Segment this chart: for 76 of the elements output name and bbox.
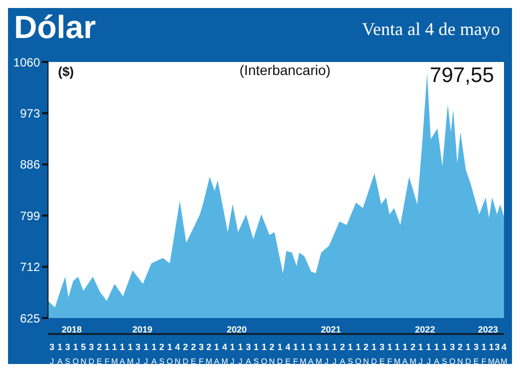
x-tick-label: 2022 <box>415 324 436 334</box>
x2-tick-label: 1 A <box>120 342 126 366</box>
x2-tick-label: 1 J <box>426 342 432 366</box>
x2-tick-label: 2 M <box>206 342 213 366</box>
x2-tick-label: 1 A <box>57 342 64 366</box>
y-tick-label: 886 <box>20 158 40 172</box>
x2-tick-label: 2 E <box>96 342 102 366</box>
x2-tick-label: 1 S <box>253 342 259 366</box>
x2-tick-label: 3 A <box>246 342 252 366</box>
x-tick-label: 2021 <box>320 324 341 334</box>
x2-tick-label: 2 M <box>410 342 417 366</box>
x2-tick-label: 1 J <box>324 342 330 366</box>
x2-tick-label: 1 J <box>238 342 243 366</box>
x2-tick-label: 2 E <box>190 342 196 366</box>
x2-tick-label: 1 F <box>104 342 110 366</box>
x2-tick-label: 1 M <box>300 342 307 366</box>
x2-tick-label: 1 M <box>394 342 401 366</box>
x2-tick-label: 1 F <box>293 342 298 366</box>
y-tick-label: 799 <box>20 208 40 223</box>
x2-tick-label: 3 A <box>494 342 501 366</box>
x2-tick-label: 1 S <box>348 342 353 366</box>
x2-tick-label: 3 E <box>473 342 479 366</box>
x2-tick-label: 1 D <box>465 342 472 366</box>
x-tick-label: 2023 <box>478 324 498 334</box>
x2-tick-label: 1 A <box>402 342 408 366</box>
x2-tick-label: 1 O <box>72 342 79 366</box>
x2-tick-label: 3 J <box>49 342 54 366</box>
x2-tick-label: 3 O <box>449 342 456 366</box>
x2-tick-label: 4 N <box>174 342 181 366</box>
x2-tick-label: 1 J <box>418 342 424 366</box>
x2-tick-label: 3 S <box>64 342 70 366</box>
annotation: (Interbancario) <box>240 62 331 78</box>
x2-tick-label: 1 M <box>126 342 134 366</box>
x2-tick-label: 3 E <box>379 342 385 366</box>
x2-tick-label: 2 S <box>159 342 164 366</box>
x2-tick-label: 3 D <box>88 342 94 366</box>
x-tick-label: 2018 <box>62 324 82 334</box>
x2-tick-label: 1 S <box>442 342 448 366</box>
x2-tick-label: 2 D <box>182 342 189 366</box>
x2-tick-label: 4 E <box>285 342 291 366</box>
x-tick-label: 2020 <box>226 324 247 334</box>
x2-tick-label: 1 J <box>144 342 149 366</box>
x-tick-label: 2019 <box>132 324 152 334</box>
x2-tick-label: 1 F <box>481 342 486 366</box>
x2-tick-label: 2 N <box>457 342 464 366</box>
x2-tick-label: 1 A <box>434 342 440 366</box>
x2-tick-label: 2 A <box>340 342 346 366</box>
x2-tick-label: 1 D <box>276 342 283 366</box>
x2-tick-label: 1 M <box>488 342 496 366</box>
y-tick-label: 1060 <box>13 55 40 70</box>
x2-tick-label: 1 F <box>387 342 392 366</box>
x2-tick-label: 3 F <box>198 342 204 366</box>
x2-tick-label: 2 N <box>268 342 275 366</box>
x2-tick-label: 2 N <box>363 342 370 366</box>
x2-tick-label: 1 J <box>230 342 235 366</box>
x2-tick-label: 3 M <box>315 342 322 366</box>
x2-tick-label: 4 M <box>500 342 508 366</box>
x2-tick-label: 1 A <box>214 342 220 366</box>
x2-tick-label: 1 A <box>308 342 314 366</box>
x2-tick-label: 3 J <box>136 342 141 366</box>
y-axis-title: ($) <box>58 64 74 79</box>
annotation: 797,55 <box>430 64 494 88</box>
chart-title: Dólar <box>14 8 96 46</box>
x2-tick-label: 5 N <box>80 342 86 366</box>
x2-tick-label: 1 O <box>166 342 173 366</box>
y-tick-label: 973 <box>20 106 40 120</box>
x2-tick-label: 4 M <box>221 342 228 366</box>
x2-tick-label: 1 O <box>355 342 362 366</box>
x2-tick-label: 1 D <box>371 342 378 366</box>
x2-tick-label: 1 O <box>261 342 268 366</box>
x2-tick-label: 1 M <box>111 342 118 366</box>
x2-tick-label: 1 A <box>151 342 158 366</box>
y-tick-label: 712 <box>20 260 40 274</box>
x2-tick-label: 1 J <box>332 342 338 366</box>
chart-subtitle: Venta al 4 de mayo <box>362 18 500 40</box>
y-tick-label: 625 <box>20 311 40 326</box>
